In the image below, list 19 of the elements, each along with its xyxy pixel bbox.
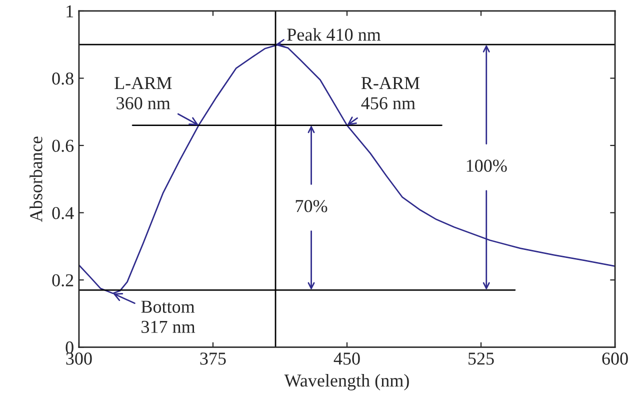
- x-axis-title: Wavelength (nm): [284, 374, 409, 390]
- y-tick-label: 0.6: [52, 140, 74, 152]
- x-tick-label: 375: [200, 352, 226, 365]
- y-tick-label: 0.4: [52, 206, 74, 220]
- y-axis-title: Absorbance: [30, 136, 42, 222]
- y-tick-label: 0.2: [52, 274, 74, 286]
- y-tick-label: 1: [66, 5, 74, 18]
- annotation: 70%: [296, 200, 328, 212]
- y-tick-label: 0: [66, 341, 74, 354]
- annotation: R-ARM 456 nm: [361, 77, 420, 110]
- x-tick-label: 525: [468, 352, 494, 365]
- annotation: Peak 410 nm: [287, 28, 381, 41]
- x-tick-label: 300: [66, 352, 92, 365]
- annotation: 100%: [466, 160, 507, 172]
- annotation: Bottom 317 nm: [141, 300, 196, 333]
- x-tick-label: 450: [334, 352, 360, 365]
- y-tick-label: 0.8: [52, 72, 74, 85]
- annotation: L-ARM 360 nm: [114, 77, 172, 110]
- x-tick-label: 600: [602, 352, 628, 365]
